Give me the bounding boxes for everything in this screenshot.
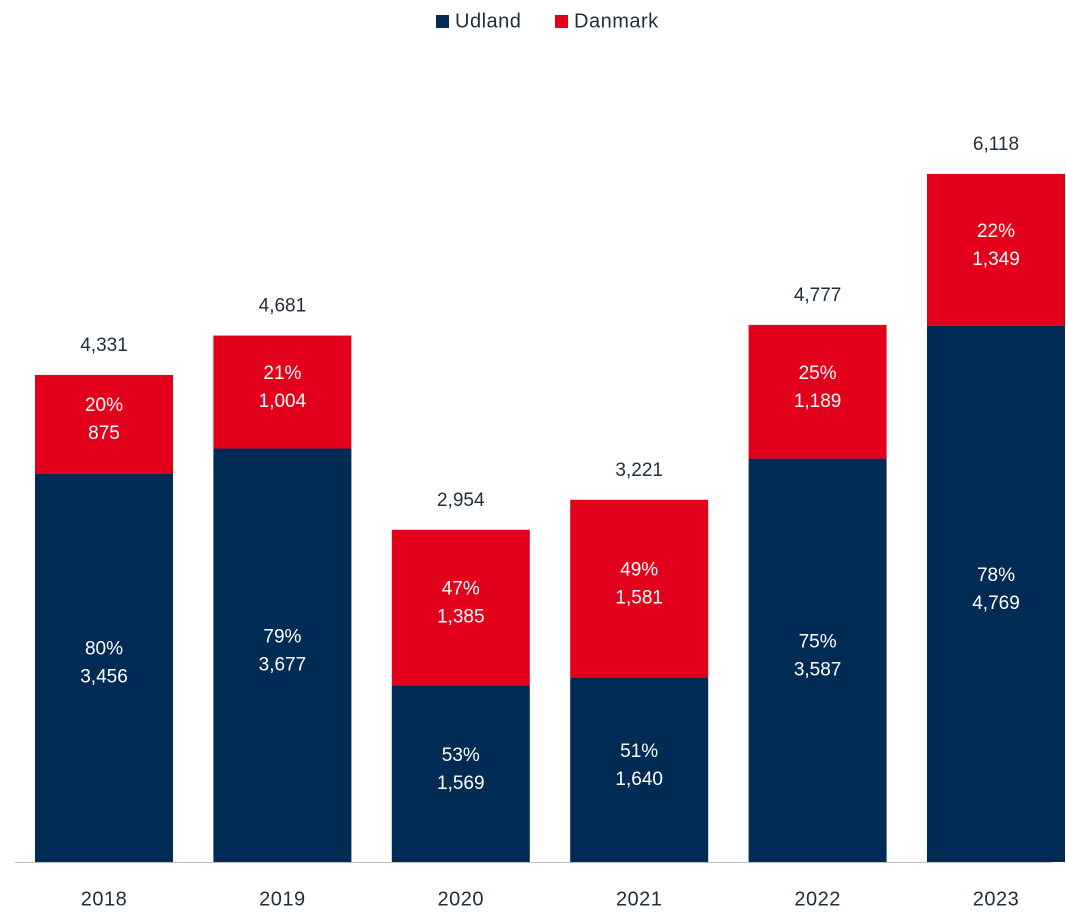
value-label: 1,189 — [794, 391, 842, 412]
bar-segment — [35, 374, 173, 474]
share-label: 49% — [620, 560, 658, 581]
bar-segment — [748, 458, 887, 862]
total-label: 2,954 — [437, 490, 485, 511]
value-label: 1,640 — [615, 769, 663, 790]
bar-segment — [391, 685, 530, 862]
total-label: 4,777 — [794, 285, 842, 306]
x-tick-label: 2021 — [616, 888, 663, 910]
bar-segment — [35, 473, 173, 862]
value-label: 3,456 — [80, 667, 128, 688]
legend-swatch — [436, 15, 449, 28]
value-label: 4,769 — [972, 593, 1020, 614]
x-tick-label: 2022 — [794, 888, 841, 910]
share-label: 78% — [977, 565, 1015, 586]
bar-segment — [213, 448, 352, 862]
value-label: 1,581 — [615, 588, 663, 609]
x-tick-label: 2019 — [259, 888, 306, 910]
bar-segment — [927, 173, 1065, 326]
x-tick-label: 2018 — [81, 888, 128, 910]
bar-segment — [748, 324, 887, 459]
bar-segment — [570, 499, 709, 678]
total-label: 6,118 — [973, 134, 1019, 155]
value-label: 875 — [88, 423, 120, 444]
bar-segment — [570, 677, 709, 862]
total-label: 4,331 — [80, 335, 128, 356]
bar-segment — [213, 335, 352, 449]
share-label: 25% — [799, 363, 837, 384]
total-label: 4,681 — [259, 296, 307, 317]
bar-segment — [927, 325, 1065, 863]
value-label: 3,677 — [259, 654, 307, 675]
x-tick-label: 2023 — [973, 888, 1020, 910]
share-label: 51% — [620, 741, 658, 762]
value-label: 1,004 — [259, 391, 307, 412]
share-label: 20% — [85, 395, 123, 416]
share-label: 47% — [442, 579, 480, 600]
legend-label: Danmark — [574, 10, 659, 32]
share-label: 75% — [799, 631, 837, 652]
legend-swatch — [555, 15, 568, 28]
share-label: 79% — [263, 626, 301, 647]
value-label: 1,569 — [437, 773, 485, 794]
share-label: 53% — [442, 745, 480, 766]
x-tick-label: 2020 — [438, 888, 485, 910]
value-label: 1,349 — [972, 249, 1020, 270]
legend-label: Udland — [455, 10, 521, 32]
total-label: 3,221 — [615, 460, 663, 481]
share-label: 80% — [85, 639, 123, 660]
bar-segment — [391, 529, 530, 686]
value-label: 3,587 — [794, 659, 842, 680]
value-label: 1,385 — [437, 607, 485, 628]
share-label: 22% — [977, 221, 1015, 242]
share-label: 21% — [263, 363, 301, 384]
